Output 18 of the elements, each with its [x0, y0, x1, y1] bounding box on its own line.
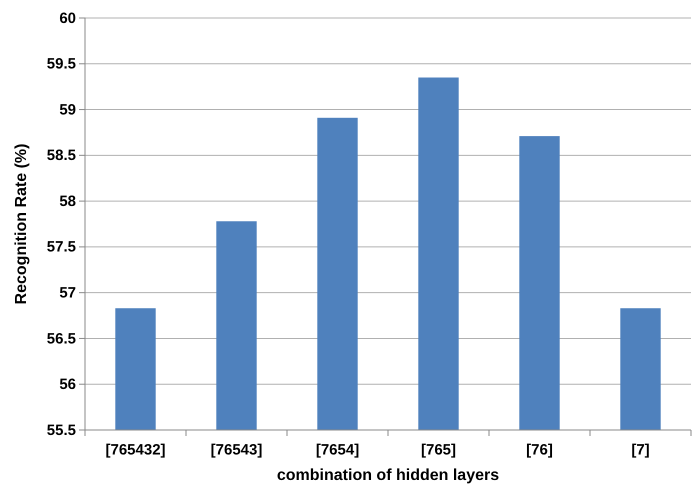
y-tick-label: 60 — [59, 10, 76, 27]
y-tick-label: 59.5 — [46, 56, 76, 73]
y-tick-label: 57 — [59, 284, 76, 302]
x-tick-label: [76] — [526, 442, 553, 459]
y-tick-label: 56.5 — [46, 330, 76, 348]
y-tick-label: 59 — [59, 101, 76, 118]
y-tick-label: 55.5 — [46, 422, 76, 439]
x-tick-label: [76543] — [210, 442, 262, 459]
y-tick-label: 56 — [59, 376, 76, 394]
x-axis-title: combination of hidden layers — [276, 467, 500, 484]
y-tick-label: 58 — [59, 192, 76, 210]
y-tick-label: 57.5 — [46, 238, 76, 256]
x-tick-label: [7] — [631, 442, 650, 459]
x-tick-label: [765432] — [105, 442, 166, 459]
x-tick-label: [7654] — [316, 442, 360, 459]
y-axis-title: Recognition Rate (%) — [13, 144, 30, 304]
y-tick-label: 58.5 — [46, 147, 76, 164]
x-tick-label: [765] — [420, 442, 456, 459]
